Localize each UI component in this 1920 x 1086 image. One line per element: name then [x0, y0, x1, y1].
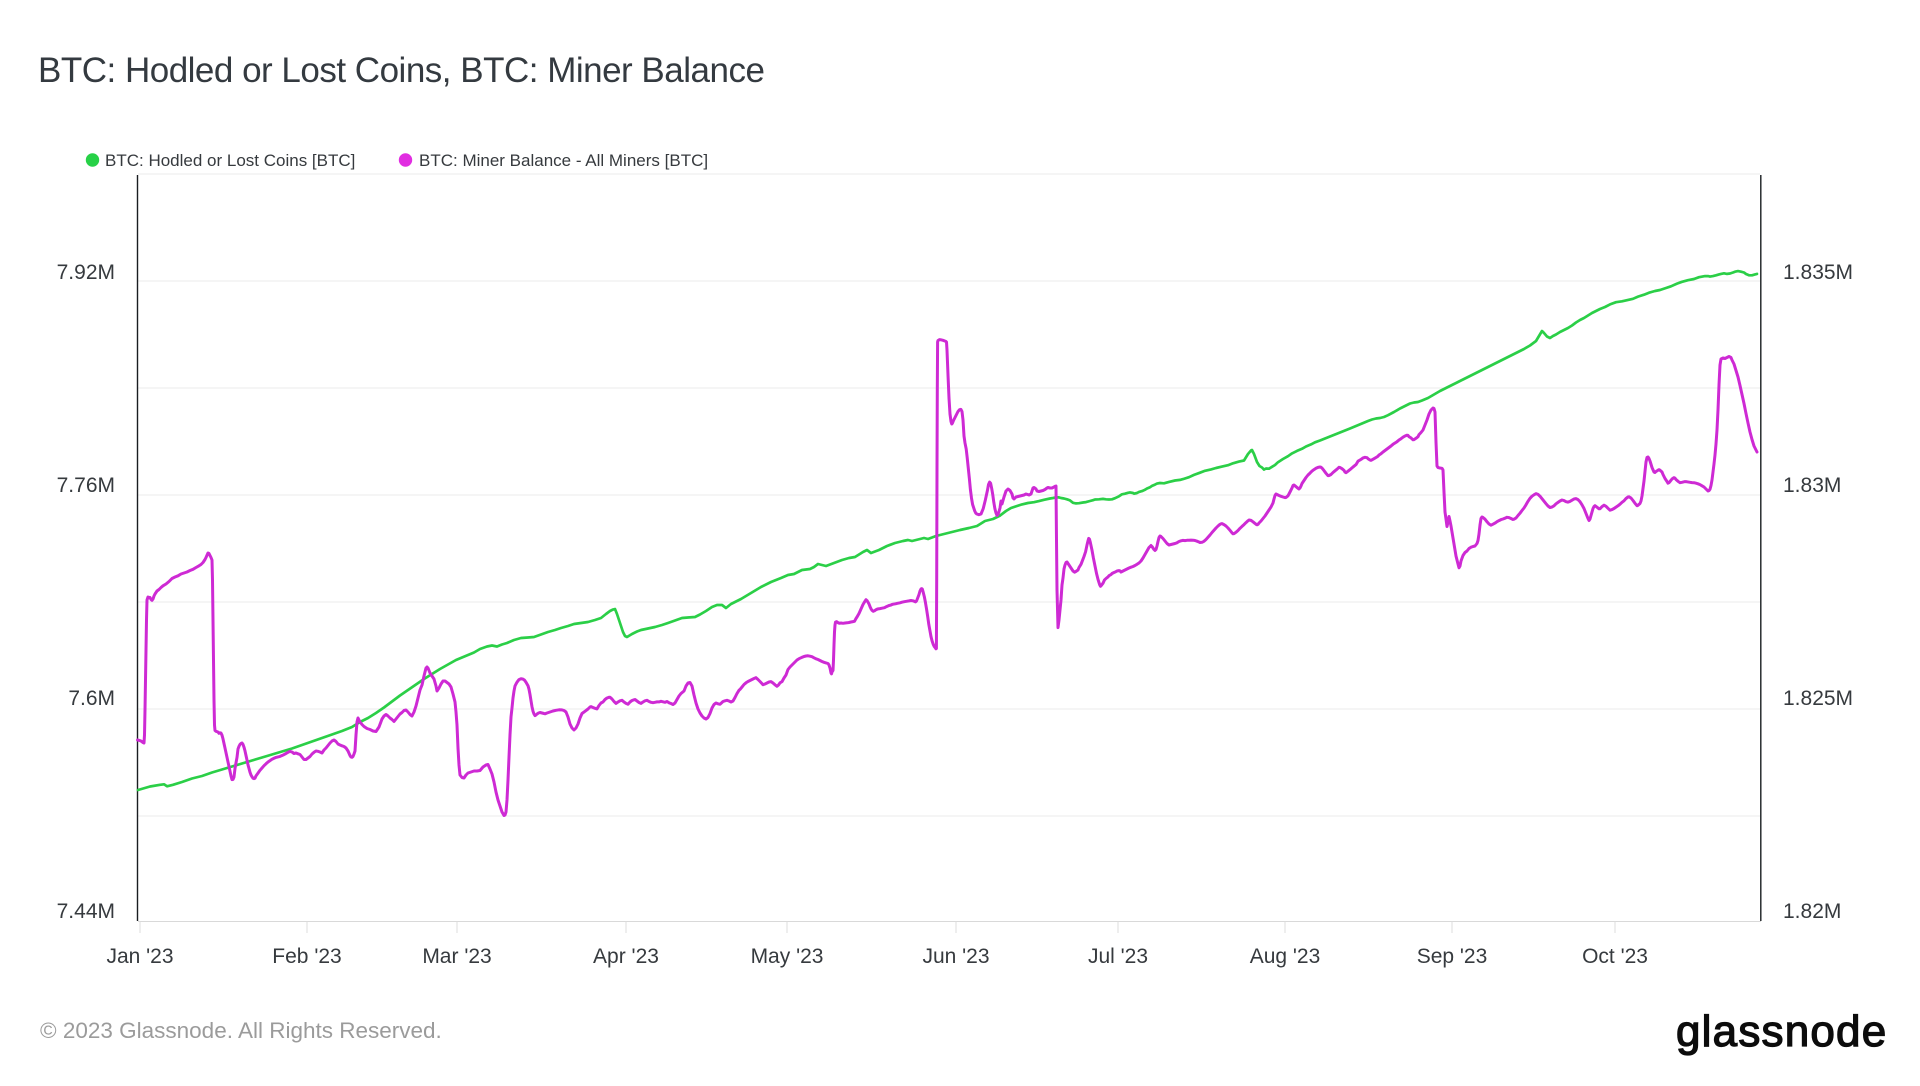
- svg-text:Mar '23: Mar '23: [422, 945, 491, 968]
- svg-text:Jan '23: Jan '23: [106, 945, 173, 968]
- svg-text:© 2023 Glassnode. All Rights R: © 2023 Glassnode. All Rights Reserved.: [40, 1018, 442, 1043]
- svg-text:Jun '23: Jun '23: [922, 945, 989, 968]
- svg-text:1.83M: 1.83M: [1783, 474, 1841, 497]
- svg-text:1.835M: 1.835M: [1783, 261, 1853, 284]
- svg-text:7.44M: 7.44M: [57, 900, 115, 923]
- svg-text:Apr '23: Apr '23: [593, 945, 659, 968]
- svg-text:Oct '23: Oct '23: [1582, 945, 1648, 968]
- svg-text:Jul '23: Jul '23: [1088, 945, 1148, 968]
- svg-text:BTC: Hodled or Lost Coins, BTC: BTC: Hodled or Lost Coins, BTC: Miner Ba…: [38, 51, 764, 90]
- svg-text:May '23: May '23: [751, 945, 824, 968]
- svg-text:7.92M: 7.92M: [57, 261, 115, 284]
- svg-text:Aug '23: Aug '23: [1250, 945, 1321, 968]
- svg-text:BTC: Miner Balance - All Miner: BTC: Miner Balance - All Miners [BTC]: [419, 151, 708, 170]
- svg-text:7.76M: 7.76M: [57, 474, 115, 497]
- svg-text:BTC: Hodled or Lost Coins [BTC: BTC: Hodled or Lost Coins [BTC]: [105, 151, 355, 170]
- svg-text:Feb '23: Feb '23: [272, 945, 341, 968]
- svg-text:7.6M: 7.6M: [68, 687, 115, 710]
- svg-text:glassnode: glassnode: [1676, 1007, 1887, 1056]
- svg-text:Sep '23: Sep '23: [1417, 945, 1488, 968]
- svg-text:1.82M: 1.82M: [1783, 900, 1841, 923]
- svg-text:1.825M: 1.825M: [1783, 687, 1853, 710]
